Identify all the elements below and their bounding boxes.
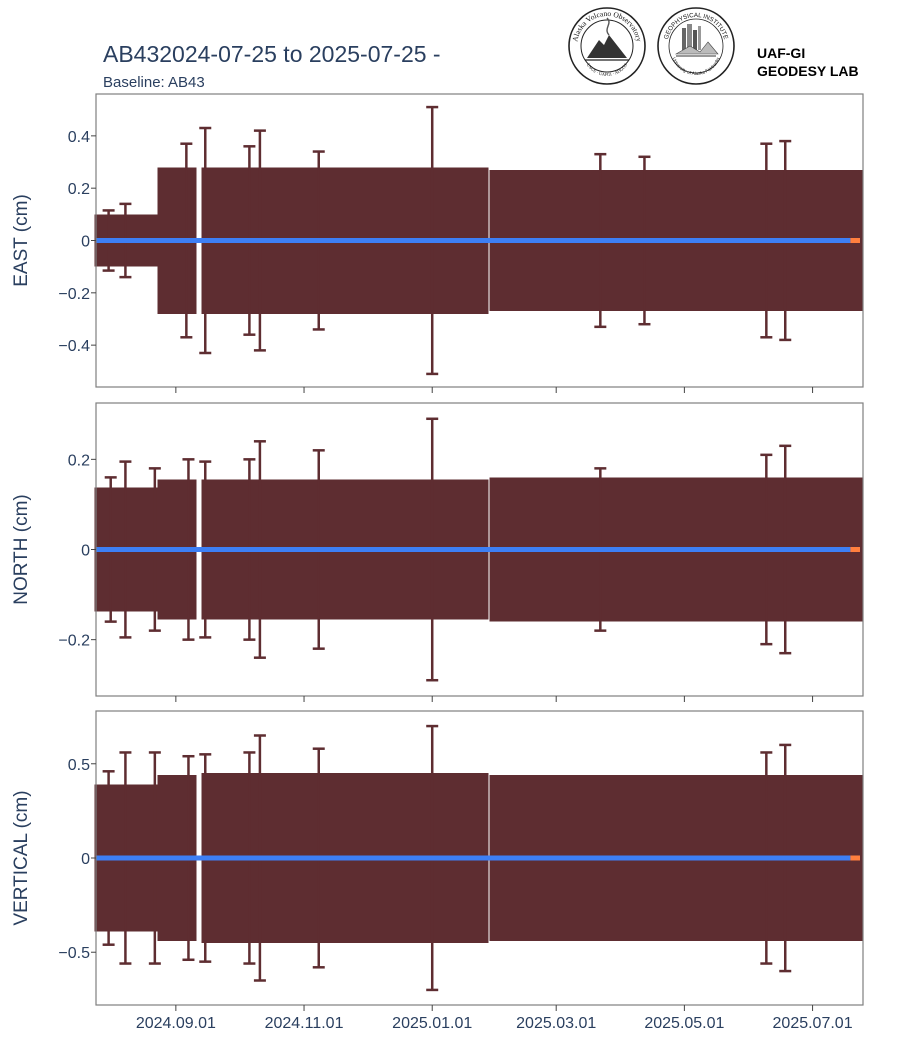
y-tick-label: 0.2 [68,181,90,198]
y-tick-label: 0.5 [68,757,90,774]
chart-panel-3: 0.5 0 −0.5 VERTICAL (cm) [11,710,864,1011]
y-axis-label: VERTICAL (cm) [11,790,32,925]
y-tick-label: 0.4 [68,129,90,146]
page-subtitle: Baseline: AB43 [103,74,205,91]
avo-seal-logo: Alaska Volcano Observatory USGS · UAFGI … [568,7,646,85]
lab-name-line-2: GEODESY LAB [757,63,859,79]
x-tick-label: 2025.05.01 [644,1015,724,1032]
geophysical-institute-seal-logo: GEOPHYSICAL INSTITUTE University of Alas… [657,7,735,85]
y-axis-label: EAST (cm) [11,194,32,287]
y-tick-label: 0 [81,543,90,560]
x-tick-label: 2025.03.01 [516,1015,596,1032]
y-tick-label: −0.5 [58,945,90,962]
y-tick-label: 0 [81,234,90,251]
chart-panel-2: 0.2 0 −0.2 NORTH (cm) [11,402,864,702]
y-tick-label: 0 [81,851,90,868]
y-tick-label: −0.2 [58,286,90,303]
y-tick-label: −0.4 [58,338,90,355]
x-tick-label: 2025.01.01 [392,1015,472,1032]
y-tick-label: −0.2 [58,633,90,650]
page-title: AB432024-07-25 to 2025-07-25 - [103,41,441,67]
x-tick-label: 2024.11.01 [265,1015,344,1032]
lab-name: UAF-GI GEODESY LAB [757,44,859,80]
lab-name-line-1: UAF-GI [757,45,806,61]
chart-panel-1: 0.4 0.2 0 −0.2 −0.4 EAST (cm) [11,93,864,393]
x-tick-label: 2024.09.01 [136,1015,216,1032]
x-tick-label: 2025.07.01 [773,1015,853,1032]
y-tick-label: 0.2 [68,452,90,469]
y-axis-label: NORTH (cm) [11,494,32,604]
